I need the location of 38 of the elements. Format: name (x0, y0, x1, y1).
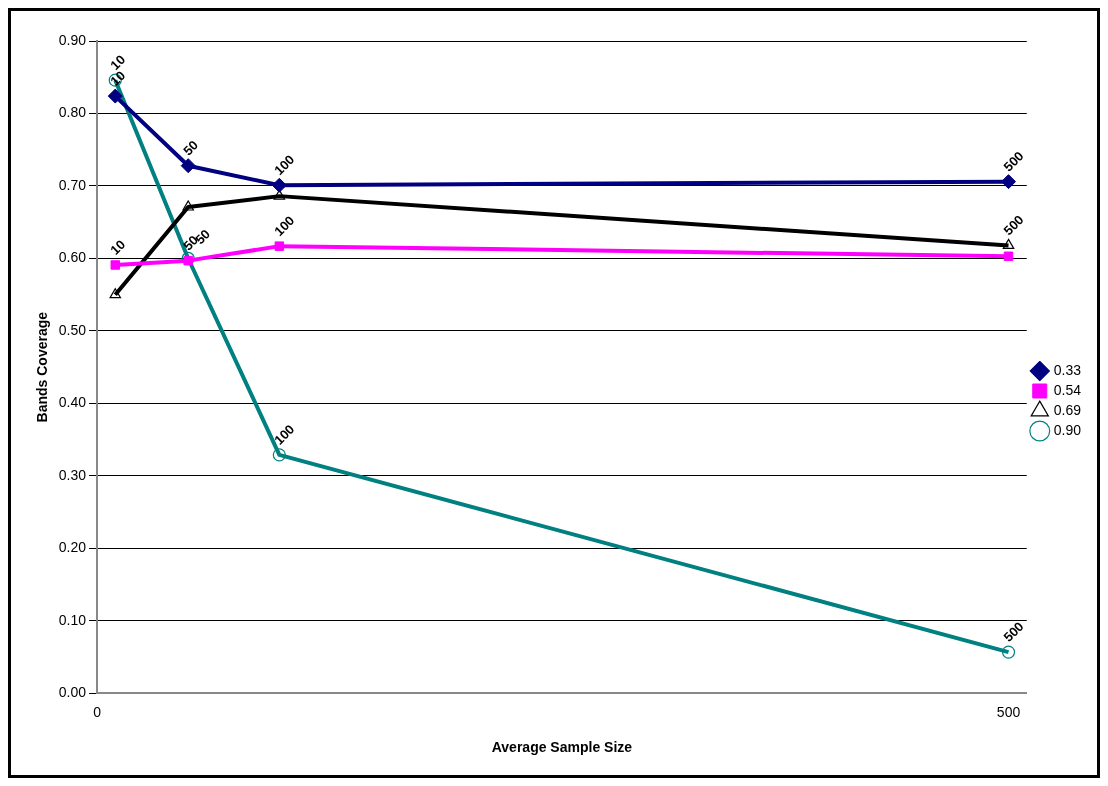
point (1002, 238, 1015, 250)
annotation: 100 (271, 151, 298, 178)
legend-label: 0.33 (1053, 361, 1082, 378)
point (180, 158, 196, 174)
y-tick-label: 0.10 (58, 611, 87, 628)
point (1003, 251, 1014, 262)
annotation: 50 (180, 137, 202, 159)
y-tick-label: 0.30 (58, 466, 87, 483)
point (182, 200, 194, 211)
y-tick-label: 0.20 (58, 539, 87, 556)
y-tick-label: 0.00 (58, 684, 87, 701)
point (274, 241, 285, 251)
point (272, 448, 286, 462)
point (271, 177, 287, 193)
annotation: 500 (1000, 212, 1027, 239)
x-tick-label: 0 (93, 703, 102, 720)
annotation: 500 (1000, 148, 1027, 175)
y-tick-label: 0.90 (58, 31, 87, 48)
annotation: 500 (1000, 618, 1027, 645)
point (110, 260, 121, 270)
legend-label: 0.69 (1053, 401, 1082, 418)
x-axis-title: Average Sample Size (491, 739, 633, 756)
point (183, 255, 193, 266)
y-axis-title: Bands Coverage (34, 311, 51, 423)
point (109, 288, 122, 299)
annotation: 100 (271, 212, 298, 239)
y-tick-label: 0.80 (58, 104, 87, 121)
y-tick-label: 0.60 (58, 249, 87, 266)
y-tick-label: 0.70 (58, 176, 87, 193)
legend-label: 0.54 (1053, 381, 1082, 398)
annotation: 100 (271, 421, 298, 448)
y-tick-label: 0.40 (58, 394, 87, 411)
point (1001, 645, 1016, 659)
annotation: 10 (107, 236, 129, 258)
point (107, 88, 123, 104)
legend-label: 0.90 (1053, 421, 1082, 438)
y-tick-label: 0.50 (58, 321, 87, 338)
point (1001, 174, 1017, 190)
